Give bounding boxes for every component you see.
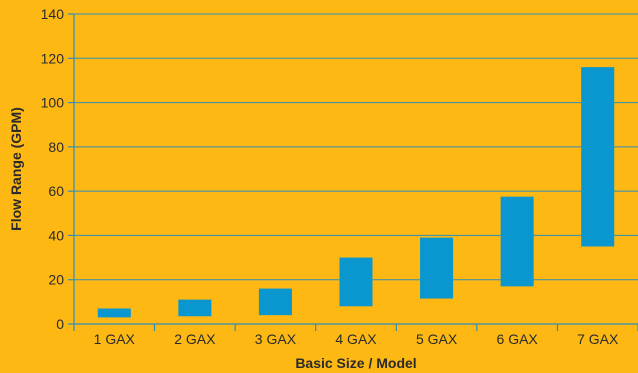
range-bar (581, 67, 615, 247)
y-tick-label: 140 (41, 6, 65, 22)
x-tick-label: 2 GAX (174, 331, 216, 347)
range-bar (97, 308, 131, 318)
range-bar (339, 257, 373, 307)
x-tick-label: 5 GAX (416, 331, 458, 347)
y-tick-label: 40 (48, 227, 64, 243)
gridlines (74, 13, 638, 281)
x-axis-title: Basic Size / Model (295, 355, 416, 371)
y-tick-labels: 0 20 40 60 80 100 120 140 (41, 6, 74, 332)
range-bar (178, 299, 212, 317)
range-bars (97, 67, 615, 318)
y-tick-label: 60 (48, 183, 64, 199)
x-tick-labels: 1 GAX 2 GAX 3 GAX 4 GAX 5 GAX 6 GAX 7 GAX (94, 324, 638, 347)
range-bar (420, 237, 454, 299)
y-tick-label: 100 (41, 95, 65, 111)
y-tick-label: 80 (48, 139, 64, 155)
x-tick-label: 6 GAX (497, 331, 539, 347)
y-tick-label: 20 (48, 272, 64, 288)
y-tick-label: 120 (41, 50, 65, 66)
x-tick-label: 4 GAX (335, 331, 377, 347)
range-bar (500, 196, 534, 287)
x-tick-label: 1 GAX (94, 331, 136, 347)
x-tick-label: 7 GAX (577, 331, 619, 347)
axes (73, 14, 638, 331)
y-axis-title: Flow Range (GPM) (8, 107, 24, 231)
range-bar (258, 288, 292, 316)
x-tick-label: 3 GAX (255, 331, 297, 347)
y-tick-label: 0 (56, 316, 64, 332)
